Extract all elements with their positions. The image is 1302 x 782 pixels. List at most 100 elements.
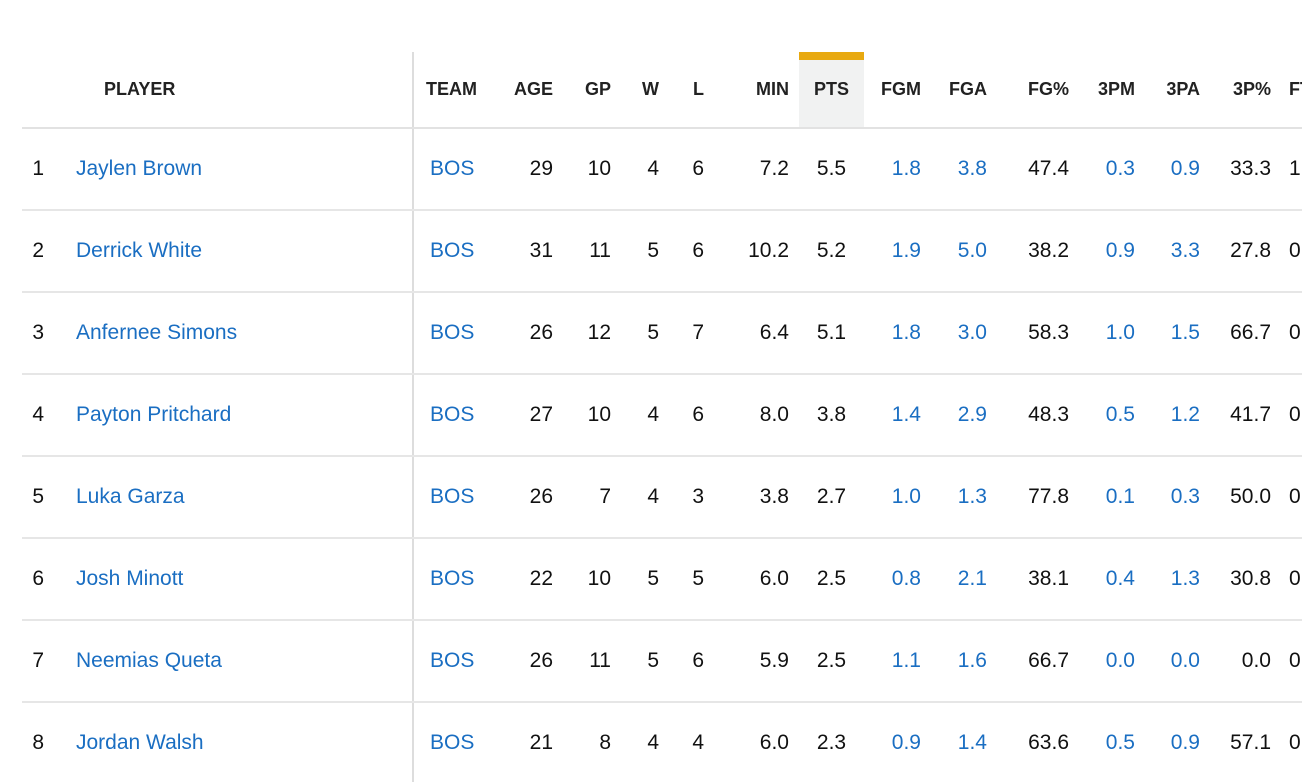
stat-cell-min: 6.0 — [714, 702, 799, 782]
stat-value-l: 4 — [692, 731, 704, 754]
stat-link-tpa[interactable]: 0.9 — [1170, 157, 1200, 180]
stat-cell-tpa: 0.9 — [1145, 128, 1210, 211]
column-header-fga[interactable]: FGA — [931, 52, 997, 129]
stat-link-fgm[interactable]: 1.8 — [891, 321, 921, 344]
column-header-gp[interactable]: GP — [563, 52, 621, 129]
stat-value-min: 6.0 — [759, 731, 789, 754]
stat-link-fgm[interactable]: 1.1 — [891, 649, 921, 672]
stat-link-tpm[interactable]: 0.0 — [1105, 649, 1135, 672]
stat-link-fgm[interactable]: 0.9 — [891, 731, 921, 754]
stat-link-fgm[interactable]: 1.4 — [891, 403, 921, 426]
stat-link-tpa[interactable]: 1.3 — [1170, 567, 1200, 590]
stat-link-tpa[interactable]: 3.3 — [1170, 239, 1200, 262]
column-header-w[interactable]: W — [621, 52, 669, 129]
rank-number: 2 — [32, 239, 44, 262]
stat-cell-gp: 10 — [563, 374, 621, 457]
column-header-l[interactable]: L — [669, 52, 714, 129]
player-name-link[interactable]: Neemias Queta — [76, 649, 222, 672]
stat-link-fga[interactable]: 3.0 — [957, 321, 987, 344]
stat-cell-l: 5 — [669, 538, 714, 621]
team-cell: BOS — [413, 292, 492, 375]
stat-value-gp: 7 — [599, 485, 611, 508]
stat-cell-ftp: 1 — [1281, 128, 1302, 211]
stat-link-tpm[interactable]: 1.0 — [1105, 321, 1135, 344]
team-link[interactable]: BOS — [430, 157, 475, 180]
player-name-link[interactable]: Josh Minott — [76, 567, 184, 590]
stat-cell-gp: 7 — [563, 456, 621, 539]
stat-link-tpm[interactable]: 0.9 — [1105, 239, 1135, 262]
stat-link-tpa[interactable]: 0.0 — [1170, 649, 1200, 672]
stat-link-fga[interactable]: 1.3 — [957, 485, 987, 508]
stat-cell-fgp: 38.1 — [997, 538, 1079, 621]
player-name-link[interactable]: Jordan Walsh — [76, 731, 204, 754]
column-header-3p-pct[interactable]: 3P% — [1210, 52, 1281, 129]
column-header-min[interactable]: MIN — [714, 52, 799, 129]
column-header-fgm[interactable]: FGM — [864, 52, 931, 129]
stat-link-tpa[interactable]: 1.2 — [1170, 403, 1200, 426]
stat-link-tpa[interactable]: 0.3 — [1170, 485, 1200, 508]
stat-cell-age: 26 — [492, 456, 563, 539]
stat-cell-fga: 1.4 — [931, 702, 997, 782]
column-header-ft-pct[interactable]: FT% — [1281, 52, 1302, 129]
stat-link-tpm[interactable]: 0.3 — [1105, 157, 1135, 180]
stat-value-min: 5.9 — [759, 649, 789, 672]
stat-cell-fga: 2.9 — [931, 374, 997, 457]
stat-cell-min: 3.8 — [714, 456, 799, 539]
column-header-age[interactable]: AGE — [492, 52, 563, 129]
stat-value-fgp: 77.8 — [1028, 485, 1069, 508]
stat-link-tpa[interactable]: 0.9 — [1170, 731, 1200, 754]
stat-cell-fgm: 1.9 — [864, 210, 931, 293]
stat-value-w: 4 — [647, 485, 659, 508]
stat-cell-w: 4 — [621, 456, 669, 539]
stat-value-tpp: 57.1 — [1230, 731, 1271, 754]
stat-cell-age: 27 — [492, 374, 563, 457]
table-body: 1 Jaylen Brown BOS 29 10 4 6 7.2 5.5 1.8 3.8 47.4 0.… — [22, 128, 1302, 782]
player-name-link[interactable]: Payton Pritchard — [76, 403, 232, 426]
stat-cell-fgm: 1.8 — [864, 292, 931, 375]
column-header-3pm[interactable]: 3PM — [1079, 52, 1145, 129]
stat-value-min: 6.0 — [759, 567, 789, 590]
player-name-link[interactable]: Derrick White — [76, 239, 203, 262]
team-link[interactable]: BOS — [430, 485, 475, 508]
stat-link-tpm[interactable]: 0.5 — [1105, 731, 1135, 754]
team-link[interactable]: BOS — [430, 649, 475, 672]
stat-link-fga[interactable]: 1.4 — [957, 731, 987, 754]
player-name-link[interactable]: Jaylen Brown — [76, 157, 203, 180]
player-name-link[interactable]: Luka Garza — [76, 485, 185, 508]
stat-value-l: 5 — [692, 567, 704, 590]
rank-number: 3 — [32, 321, 44, 344]
stat-link-tpm[interactable]: 0.5 — [1105, 403, 1135, 426]
column-header-player[interactable]: PLAYER — [22, 52, 414, 129]
column-header-pts-sorted[interactable]: PTS — [799, 52, 864, 129]
team-link[interactable]: BOS — [430, 321, 475, 344]
column-header-3pa[interactable]: 3PA — [1145, 52, 1210, 129]
team-link[interactable]: BOS — [430, 567, 475, 590]
stat-link-fga[interactable]: 5.0 — [957, 239, 987, 262]
stat-cell-w: 4 — [621, 374, 669, 457]
team-link[interactable]: BOS — [430, 731, 475, 754]
stat-link-fgm[interactable]: 1.0 — [891, 485, 921, 508]
stat-link-fga[interactable]: 2.1 — [957, 567, 987, 590]
team-cell: BOS — [413, 210, 492, 293]
stat-cell-gp: 11 — [563, 620, 621, 703]
stat-link-fgm[interactable]: 0.8 — [891, 567, 921, 590]
column-header-team[interactable]: TEAM — [413, 52, 492, 129]
column-header-fg-pct[interactable]: FG% — [997, 52, 1079, 129]
stat-link-fga[interactable]: 2.9 — [957, 403, 987, 426]
team-link[interactable]: BOS — [430, 403, 475, 426]
stat-link-fgm[interactable]: 1.8 — [891, 157, 921, 180]
stat-link-fga[interactable]: 1.6 — [957, 649, 987, 672]
stat-cell-l: 6 — [669, 620, 714, 703]
player-name-link[interactable]: Anfernee Simons — [76, 321, 238, 344]
stat-value-age: 29 — [529, 157, 553, 180]
stat-link-fga[interactable]: 3.8 — [957, 157, 987, 180]
stat-link-tpa[interactable]: 1.5 — [1170, 321, 1200, 344]
stat-cell-tpp: 50.0 — [1210, 456, 1281, 539]
stat-link-fgm[interactable]: 1.9 — [891, 239, 921, 262]
stat-link-tpm[interactable]: 0.1 — [1105, 485, 1135, 508]
stat-link-tpm[interactable]: 0.4 — [1105, 567, 1135, 590]
team-link[interactable]: BOS — [430, 239, 475, 262]
stat-value-w: 5 — [647, 321, 659, 344]
stat-value-min: 8.0 — [759, 403, 789, 426]
